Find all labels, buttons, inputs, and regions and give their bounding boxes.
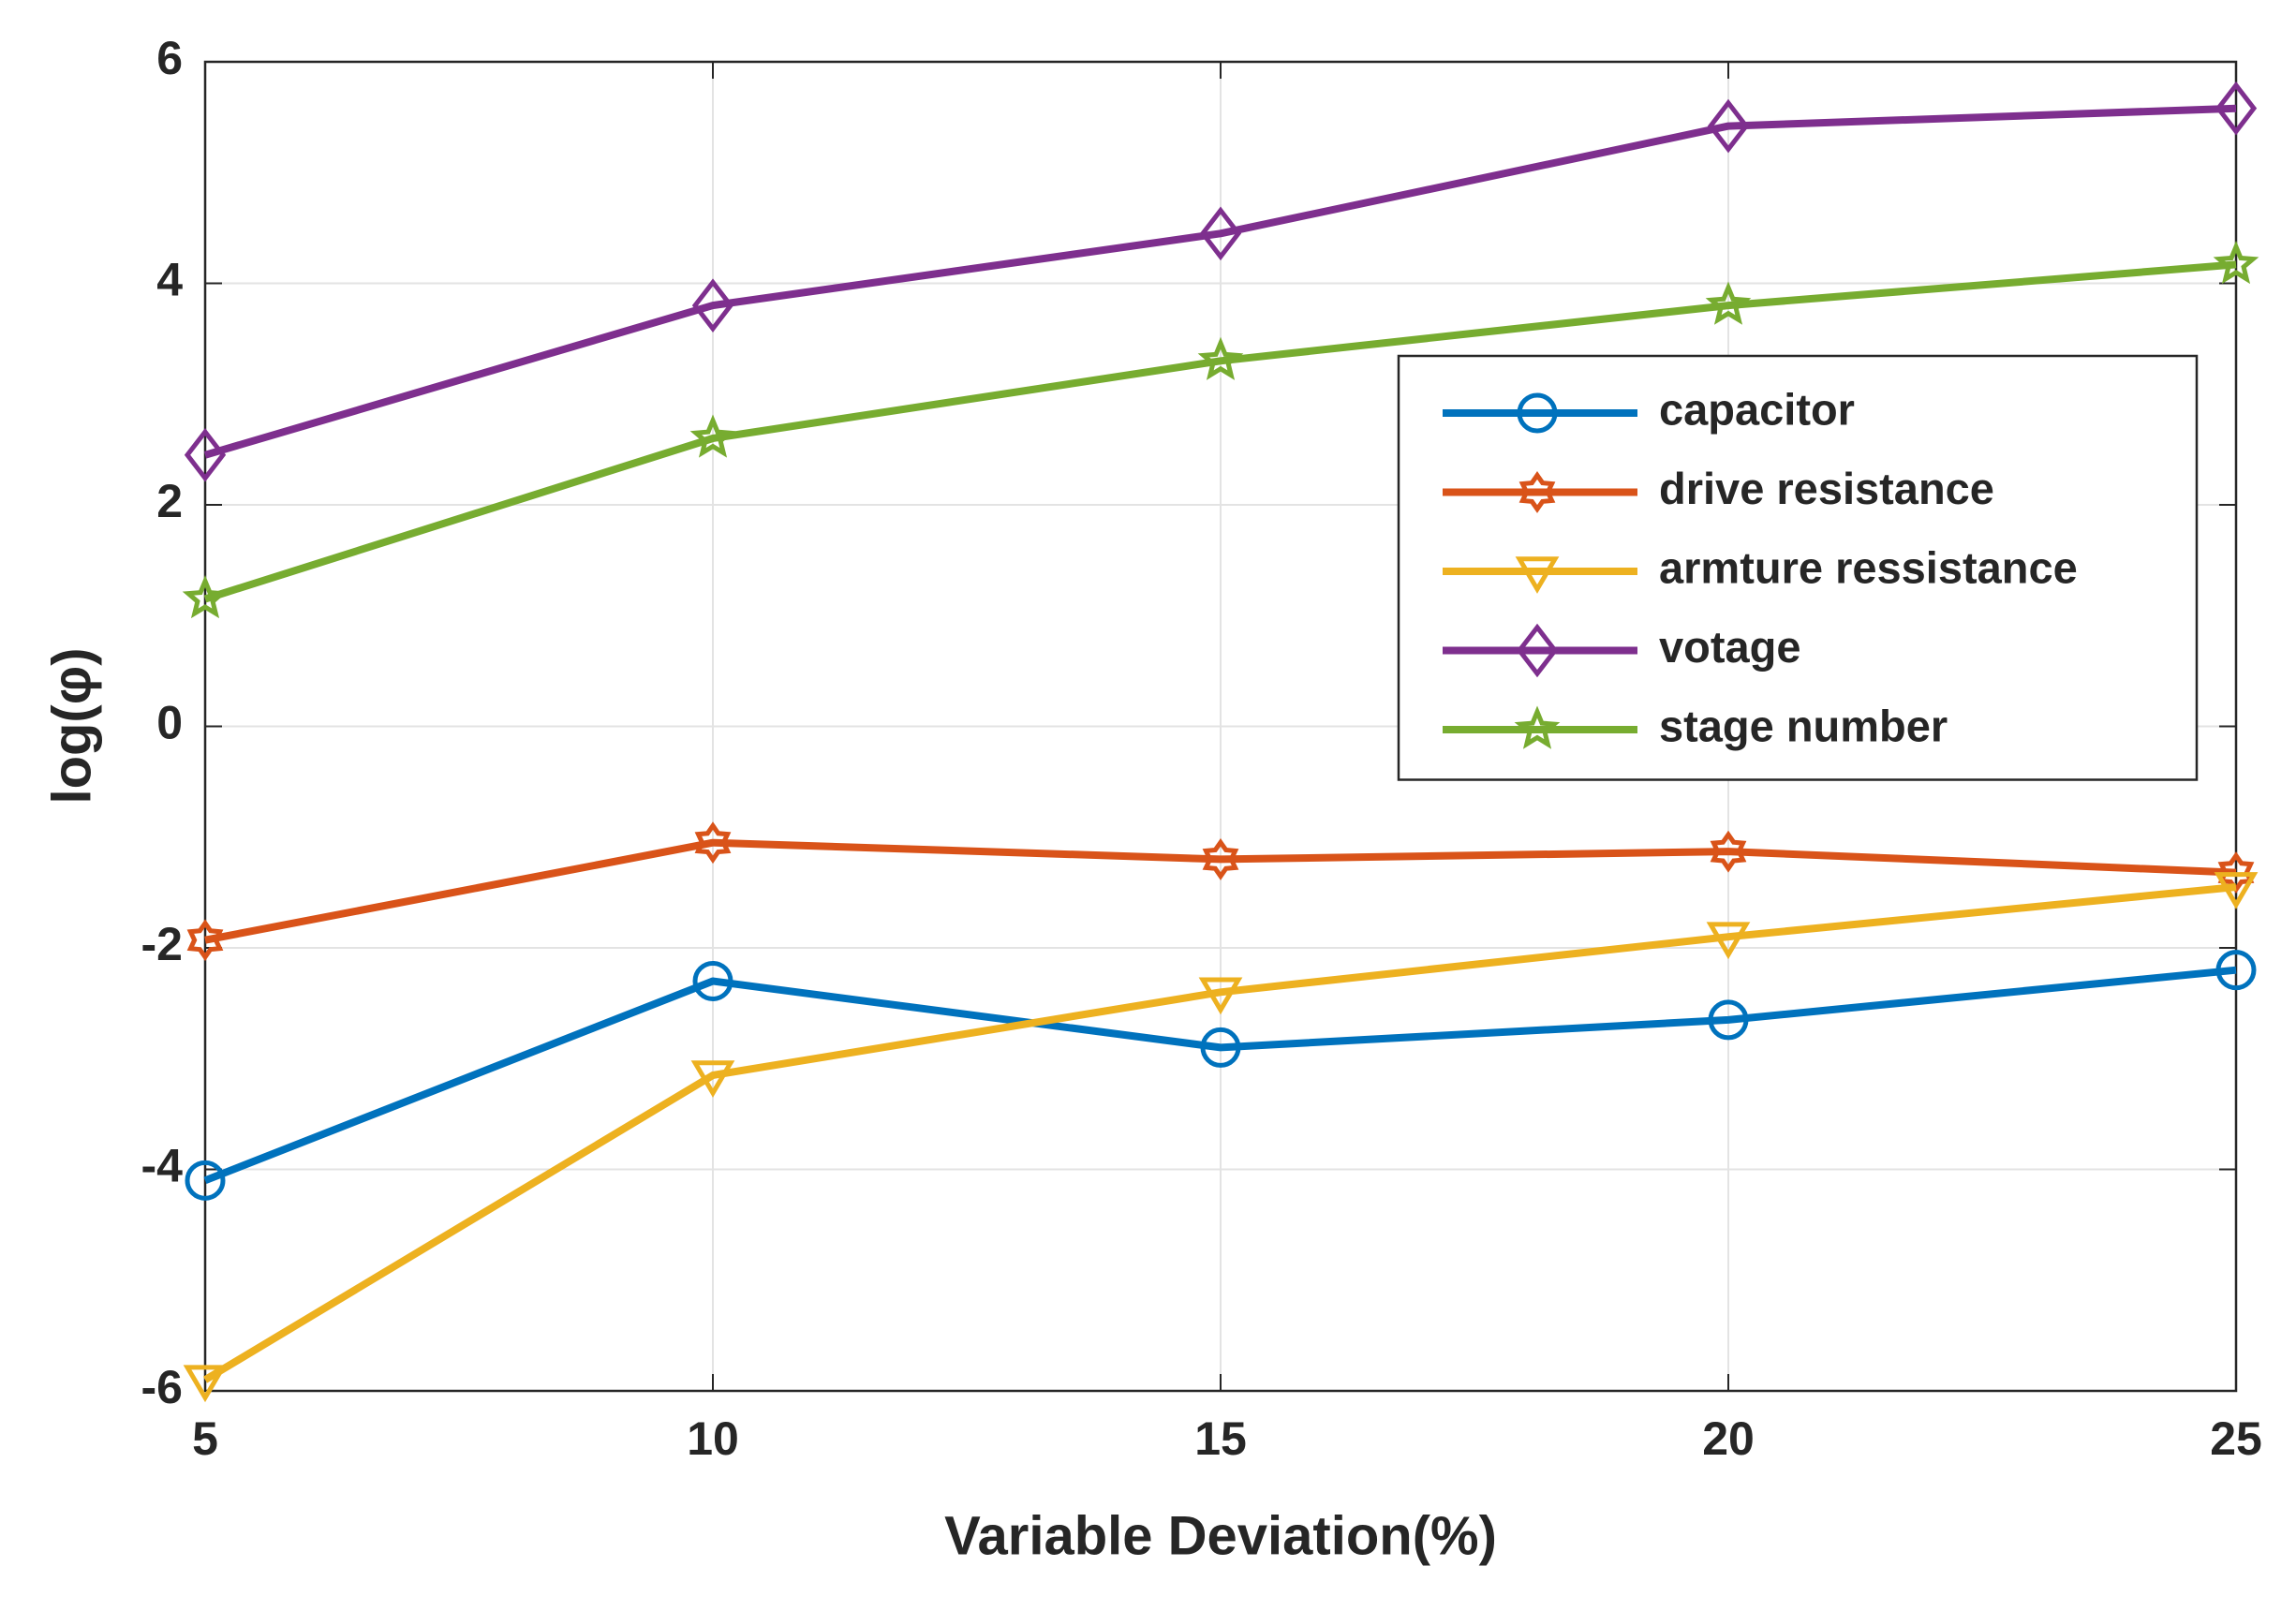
x-tick-label: 20 xyxy=(1702,1412,1755,1465)
legend-label: drive resistance xyxy=(1659,464,1994,513)
marker xyxy=(694,821,732,865)
series-line xyxy=(204,838,2237,944)
marker xyxy=(1706,922,1751,960)
y-tick-label: 6 xyxy=(156,32,183,84)
marker xyxy=(2215,81,2258,136)
x-axis-label: Variable Deviation(%) xyxy=(944,1505,1497,1566)
y-tick-label: -2 xyxy=(141,918,183,970)
marker xyxy=(186,919,224,962)
x-tick-label: 5 xyxy=(192,1412,218,1465)
y-axis-label: log(φ) xyxy=(41,647,102,804)
marker xyxy=(185,1160,226,1201)
marker xyxy=(2215,950,2257,991)
legend-label: armture ressistance xyxy=(1659,542,2078,592)
y-tick-label: 2 xyxy=(156,475,183,527)
y-tick-label: 0 xyxy=(156,697,183,749)
marker xyxy=(1198,977,1243,1015)
legend-label: stage number xyxy=(1659,701,1948,750)
x-tick-label: 10 xyxy=(687,1412,739,1465)
marker xyxy=(1705,281,1752,325)
marker xyxy=(1514,705,1561,749)
marker xyxy=(1707,98,1750,154)
marker xyxy=(690,1060,735,1098)
series-line xyxy=(202,883,2237,1383)
marker xyxy=(183,1365,228,1403)
marker xyxy=(1515,556,1560,594)
marker xyxy=(184,427,227,482)
series-line xyxy=(203,966,2237,1185)
x-tick-label: 25 xyxy=(2210,1412,2262,1465)
marker xyxy=(1202,838,1239,880)
marker xyxy=(2214,872,2259,909)
marker xyxy=(1200,1027,1241,1068)
legend-label: capacitor xyxy=(1659,384,1855,434)
marker xyxy=(1199,206,1242,261)
series-line xyxy=(203,260,2237,603)
legend-label: votage xyxy=(1659,622,1801,672)
marker xyxy=(1518,471,1556,513)
marker xyxy=(182,574,229,619)
marker xyxy=(1517,392,1558,434)
marker xyxy=(2213,240,2259,285)
marker xyxy=(691,278,734,333)
y-tick-label: -4 xyxy=(141,1140,184,1192)
series-line xyxy=(203,104,2237,459)
x-tick-label: 15 xyxy=(1194,1412,1247,1465)
marker xyxy=(1197,336,1244,380)
y-tick-label: 4 xyxy=(156,254,183,306)
marker xyxy=(1710,830,1747,873)
marker xyxy=(1708,999,1749,1041)
marker xyxy=(1516,623,1559,678)
marker xyxy=(692,960,733,1001)
plot-frame xyxy=(203,60,2238,1393)
marker xyxy=(689,414,736,458)
y-tick-label: -6 xyxy=(141,1361,183,1413)
